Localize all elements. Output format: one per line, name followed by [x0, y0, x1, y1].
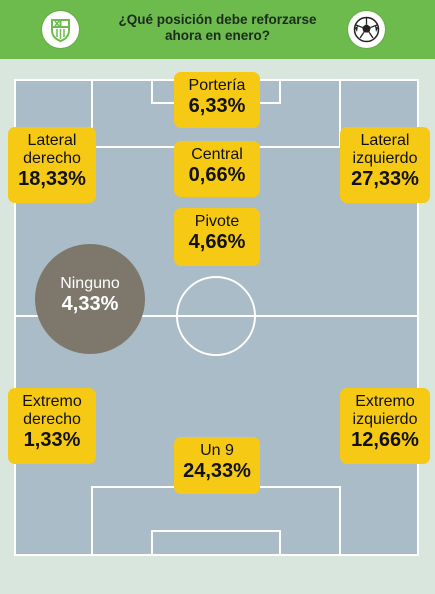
title-line-1: ¿Qué posición debe reforzarse	[118, 12, 317, 27]
ninguno-bubble: Ninguno 4,33%	[35, 244, 145, 354]
label-percent: 27,33%	[351, 168, 419, 190]
label-name: Central	[191, 146, 243, 163]
label-name: derecho	[23, 150, 81, 167]
title-line-2: ahora en enero?	[164, 28, 271, 43]
ninguno-percent: 4,33%	[61, 293, 119, 315]
label-percent: 0,66%	[188, 164, 246, 186]
label-extremo-derecho: Extremo derecho 1,33%	[8, 388, 96, 464]
label-name: Portería	[188, 77, 246, 94]
soccer-ball-icon	[348, 11, 385, 48]
label-percent: 18,33%	[18, 168, 86, 190]
label-name: derecho	[23, 411, 81, 428]
label-name: Lateral	[27, 132, 77, 149]
label-name: Lateral	[360, 132, 410, 149]
pitch-left-line	[14, 79, 16, 556]
fc-barcelona-crest-icon	[42, 11, 79, 48]
label-un-9: Un 9 24,33%	[174, 437, 260, 494]
label-lateral-derecho: Lateral derecho 18,33%	[8, 127, 96, 203]
label-porteria: Portería 6,33%	[174, 72, 260, 128]
bottom-goal-box	[151, 530, 281, 556]
pitch-right-line	[417, 79, 419, 556]
label-name: Extremo	[22, 393, 82, 410]
ninguno-label: Ninguno	[60, 275, 120, 292]
header-bar: ¿Qué posición debe reforzarse ahora en e…	[0, 0, 435, 59]
label-percent: 12,66%	[351, 429, 419, 451]
label-name: Un 9	[200, 442, 234, 459]
label-pivote: Pivote 4,66%	[174, 208, 260, 266]
label-extremo-izquierdo: Extremo izquierdo 12,66%	[340, 388, 430, 464]
label-percent: 1,33%	[23, 429, 81, 451]
center-circle	[176, 276, 256, 356]
label-name: izquierdo	[352, 411, 418, 428]
label-central: Central 0,66%	[174, 141, 260, 197]
label-lateral-izquierdo: Lateral izquierdo 27,33%	[340, 127, 430, 203]
label-name: Extremo	[355, 393, 415, 410]
label-percent: 6,33%	[188, 95, 246, 117]
page-title: ¿Qué posición debe reforzarse ahora en e…	[90, 12, 345, 44]
label-percent: 4,66%	[188, 231, 246, 253]
label-percent: 24,33%	[183, 460, 251, 482]
pitch-bottom-line	[14, 554, 419, 556]
label-name: Pivote	[194, 213, 240, 230]
label-name: izquierdo	[352, 150, 418, 167]
